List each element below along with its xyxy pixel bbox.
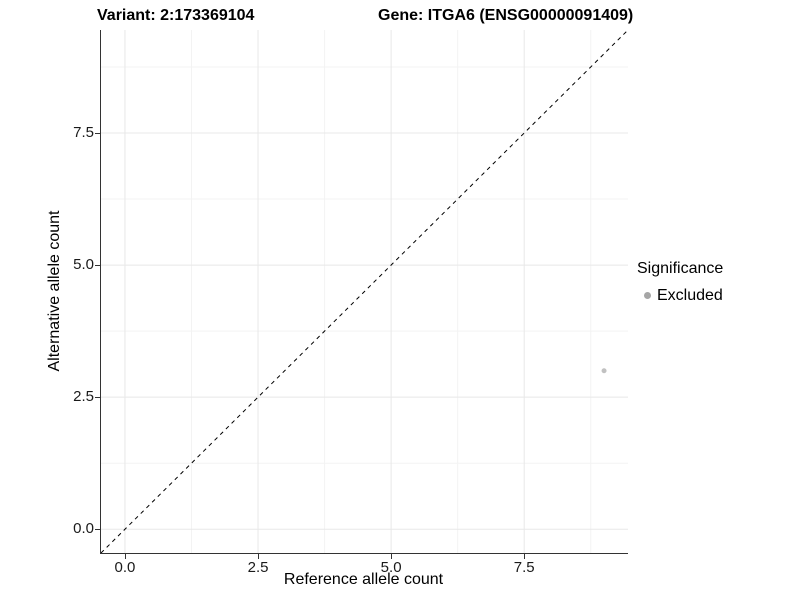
plot-area xyxy=(101,30,628,553)
y-tick-label: 2.5 xyxy=(73,388,94,406)
x-tick-label: 5.0 xyxy=(380,559,402,576)
legend-point-icon xyxy=(643,292,651,299)
plot-panel xyxy=(100,30,628,554)
legend-title: Significance xyxy=(637,260,724,277)
legend-item: Excluded xyxy=(637,285,723,306)
data-point xyxy=(601,368,607,374)
y-tick-mark xyxy=(95,397,100,399)
y-tick-mark xyxy=(95,529,100,531)
x-tick-label: 2.5 xyxy=(247,559,269,576)
y-tick-label: 0.0 xyxy=(73,520,94,538)
legend-key xyxy=(637,286,657,306)
y-tick-label: 5.0 xyxy=(73,256,94,274)
x-tick-mark xyxy=(124,554,126,559)
x-tick-label: 7.5 xyxy=(513,559,535,576)
legend: Significance Excluded xyxy=(637,260,723,306)
plot-title-gene: Gene: ITGA6 (ENSG00000091409) xyxy=(378,7,634,24)
plot-title-variant: Variant: 2:173369104 xyxy=(97,7,255,24)
x-tick-mark xyxy=(391,554,393,559)
y-tick-mark xyxy=(95,265,100,267)
x-tick-label: 0.0 xyxy=(114,559,136,576)
identity-line xyxy=(101,30,628,553)
legend-item-label: Excluded xyxy=(657,286,723,304)
x-tick-mark xyxy=(258,554,260,559)
y-axis-title: Alternative allele count xyxy=(46,210,63,372)
y-tick-label: 7.5 xyxy=(73,124,94,141)
x-tick-mark xyxy=(524,554,526,559)
legend-items: Excluded xyxy=(637,285,723,306)
x-axis-title: Reference allele count xyxy=(283,571,444,588)
y-tick-mark xyxy=(95,133,100,134)
